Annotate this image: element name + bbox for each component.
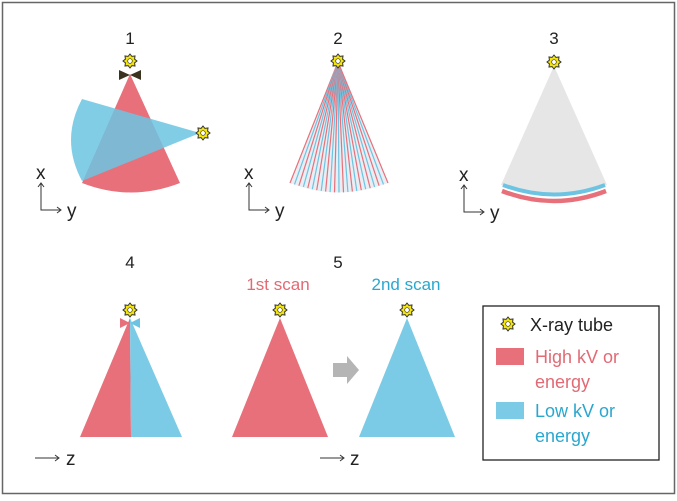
legend-high-label-line1: High kV or	[535, 347, 619, 367]
fan-ray-line	[337, 61, 385, 185]
axis-y-label: y	[490, 203, 500, 224]
legend-low-label-line2: energy	[535, 426, 590, 446]
panel-1-label: 1	[125, 29, 134, 48]
fan-ray-line	[298, 61, 339, 186]
panel-5-label: 5	[333, 253, 342, 272]
fan-ray-line	[337, 61, 371, 189]
panel-3-detector: x y	[459, 54, 607, 224]
first-scan-beam	[232, 318, 328, 437]
fan-ray-line	[337, 61, 353, 192]
low-energy-detector-layer	[502, 183, 606, 197]
x-ray-tube-icon	[272, 302, 288, 318]
collimator-right	[130, 70, 141, 80]
fan-ray-line	[329, 61, 339, 193]
x-ray-tube-icon	[122, 302, 138, 318]
axis-y-label: y	[67, 201, 77, 222]
legend-high-label-line2: energy	[535, 372, 590, 392]
panel-1-dual-source: x y	[36, 53, 211, 222]
fan-ray-line	[337, 61, 380, 186]
low-energy-beam	[71, 99, 200, 181]
panel-2-fan: x y	[244, 53, 389, 222]
fan-ray-line	[289, 61, 339, 184]
x-ray-tube-icon	[122, 53, 138, 69]
x-ray-tube-icon	[546, 54, 562, 70]
x-ray-tube-icon	[330, 53, 346, 69]
fan-ray-line	[293, 61, 339, 185]
high-energy-detector-layer	[501, 188, 607, 204]
legend-low-label-line1: Low kV or	[535, 401, 615, 421]
second-scan-beam	[359, 318, 455, 437]
fan-lines	[289, 61, 389, 193]
filter-left	[120, 318, 130, 328]
xy-axes	[460, 184, 485, 216]
fan-ray-line	[311, 61, 339, 190]
legend-tube-label: X-ray tube	[530, 315, 613, 335]
fan-ray-line	[337, 61, 362, 191]
panel-4-label: 4	[125, 253, 134, 272]
legend-low-swatch	[496, 402, 524, 419]
fan-ray-line	[316, 61, 339, 191]
filter-right	[130, 318, 140, 328]
fan-ray-line	[307, 61, 339, 189]
fan-ray-line	[337, 61, 367, 190]
fan-ray-line	[337, 61, 358, 192]
panel-2-label: 2	[333, 29, 342, 48]
axis-x-label: x	[459, 165, 469, 186]
axis-z-label: z	[66, 449, 76, 470]
fan-ray-line	[337, 61, 345, 193]
x-ray-tube-icon	[500, 316, 516, 332]
xy-axes	[37, 182, 62, 214]
high-energy-half	[80, 318, 131, 437]
fan-ray-line	[337, 61, 340, 193]
z-axis	[320, 454, 345, 462]
fan-ray-line	[302, 61, 339, 188]
fan-ray-line	[325, 61, 339, 192]
fan-ray-line	[337, 61, 349, 193]
legend: X-ray tube High kV or energy Low kV or e…	[482, 305, 660, 461]
x-ray-tube-icon	[399, 302, 415, 318]
legend-box	[482, 305, 660, 461]
xy-axes	[245, 182, 270, 214]
panel-3-label: 3	[549, 29, 558, 48]
axis-x-label: x	[36, 163, 46, 184]
second-scan-label: 2nd scan	[372, 275, 441, 294]
low-energy-half	[130, 318, 182, 437]
fan-ray-line	[333, 61, 339, 193]
fan-ray-line	[320, 61, 339, 192]
collimator-left	[119, 70, 130, 80]
legend-high-swatch	[496, 348, 524, 365]
axis-z-label: z	[350, 449, 360, 470]
x-ray-tube-icon	[195, 125, 211, 141]
arrow-right-icon	[333, 356, 359, 384]
panel-4-split-filter: z	[35, 302, 182, 470]
fan-ray-line	[337, 61, 376, 188]
first-scan-label: 1st scan	[246, 275, 309, 294]
panel-5-dual-scan: 1st scan 2nd scan z	[232, 275, 455, 470]
fan-ray-line	[337, 61, 389, 184]
z-axis	[35, 454, 60, 462]
axis-y-label: y	[275, 201, 285, 222]
axis-x-label: x	[244, 163, 254, 184]
gray-beam	[501, 66, 607, 195]
